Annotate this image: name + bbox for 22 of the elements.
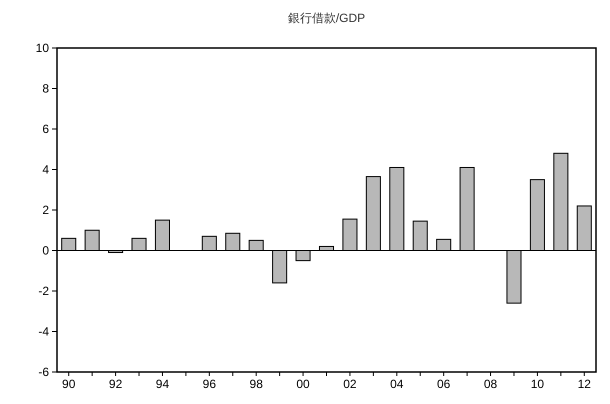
- x-tick-label: 10: [530, 377, 544, 391]
- x-tick-label: 98: [250, 377, 264, 391]
- y-tick-label: 8: [42, 82, 50, 96]
- y-tick-label: 0: [42, 244, 50, 258]
- x-tick-label: 92: [108, 377, 123, 391]
- y-tick-label: -4: [38, 324, 50, 339]
- y-tick-label: 2: [42, 203, 50, 218]
- y-tick-label: 4: [42, 162, 50, 177]
- x-tick-label: 90: [62, 377, 76, 391]
- x-tick-label: 02: [343, 377, 357, 391]
- chart-title: 銀行借款/GDP: [288, 11, 366, 25]
- x-tick-label: 00: [296, 377, 310, 391]
- x-tick-label: 96: [202, 377, 216, 391]
- y-tick-label: -2: [38, 284, 50, 298]
- x-tick-label: 06: [436, 377, 451, 391]
- y-tick-label: 6: [42, 122, 50, 136]
- y-tick-label: 10: [36, 41, 50, 56]
- x-tick-label: 12: [578, 377, 592, 391]
- x-tick-label: 08: [484, 377, 498, 391]
- x-tick-label: 04: [390, 377, 404, 391]
- x-tick-label: 94: [156, 377, 170, 391]
- y-tick-label: -6: [38, 365, 50, 380]
